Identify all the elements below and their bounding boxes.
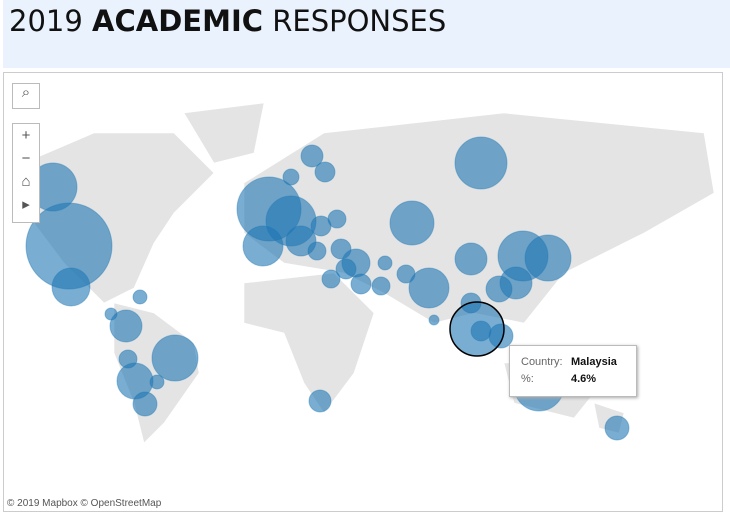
zoom-out[interactable]: −: [21, 150, 31, 167]
bubble[interactable]: [335, 258, 357, 280]
header: 2019 ACADEMIC RESPONSES: [3, 0, 730, 68]
map-canvas: [23, 102, 715, 444]
bubble[interactable]: [109, 309, 143, 343]
title-rest: RESPONSES: [272, 4, 447, 38]
zoom-in[interactable]: +: [21, 127, 31, 144]
attribution: © 2019 Mapbox © OpenStreetMap: [7, 498, 162, 509]
bubble[interactable]: [308, 389, 332, 413]
bubble[interactable]: [314, 161, 336, 183]
bubble[interactable]: [132, 289, 148, 305]
bubble[interactable]: [371, 276, 391, 296]
bubble[interactable]: [132, 391, 158, 417]
bubble[interactable]: [428, 314, 440, 326]
bubble[interactable]: [242, 225, 284, 267]
pan[interactable]: ▸: [22, 196, 30, 213]
bubble[interactable]: [307, 241, 327, 261]
tooltip-value: Malaysia: [571, 356, 617, 368]
bubbles: [25, 136, 630, 441]
bubble[interactable]: [149, 374, 165, 390]
tooltip-label: %:: [521, 373, 534, 385]
bubble[interactable]: [350, 273, 372, 295]
bubble[interactable]: [454, 136, 508, 190]
title-year: 2019: [9, 4, 83, 38]
bubble[interactable]: [310, 215, 332, 237]
tooltip: Country: Malaysia %: 4.6%: [509, 345, 637, 397]
bubble[interactable]: [377, 255, 393, 271]
bubble[interactable]: [151, 334, 199, 382]
bubble[interactable]: [104, 307, 118, 321]
bubble[interactable]: [524, 234, 572, 282]
tooltip-row: %: 4.6%: [521, 373, 596, 385]
bubble[interactable]: [408, 267, 450, 309]
bubble[interactable]: [51, 267, 91, 307]
bubble[interactable]: [300, 144, 324, 168]
bubble[interactable]: [454, 242, 488, 276]
tooltip-label: Country:: [521, 356, 563, 368]
tooltip-row: Country: Malaysia: [521, 356, 617, 368]
bubble[interactable]: [282, 168, 300, 186]
bubble[interactable]: [321, 269, 341, 289]
home[interactable]: ⌂: [21, 173, 31, 190]
zoom-controls: + − ⌂ ▸: [12, 123, 40, 223]
title-bold: ACADEMIC: [92, 4, 264, 38]
map: ⌕ + − ⌂ ▸ Country: Malaysia %: 4.6% © 2019 Ma…: [3, 72, 723, 512]
bubble[interactable]: [604, 415, 630, 441]
tooltip-value: 4.6%: [571, 373, 597, 385]
search-button[interactable]: ⌕: [12, 83, 40, 109]
bubble[interactable]: [485, 275, 513, 303]
bubble[interactable]: [389, 200, 435, 246]
selected-bubble[interactable]: [449, 301, 505, 357]
title: 2019 ACADEMIC RESPONSES: [9, 4, 446, 38]
